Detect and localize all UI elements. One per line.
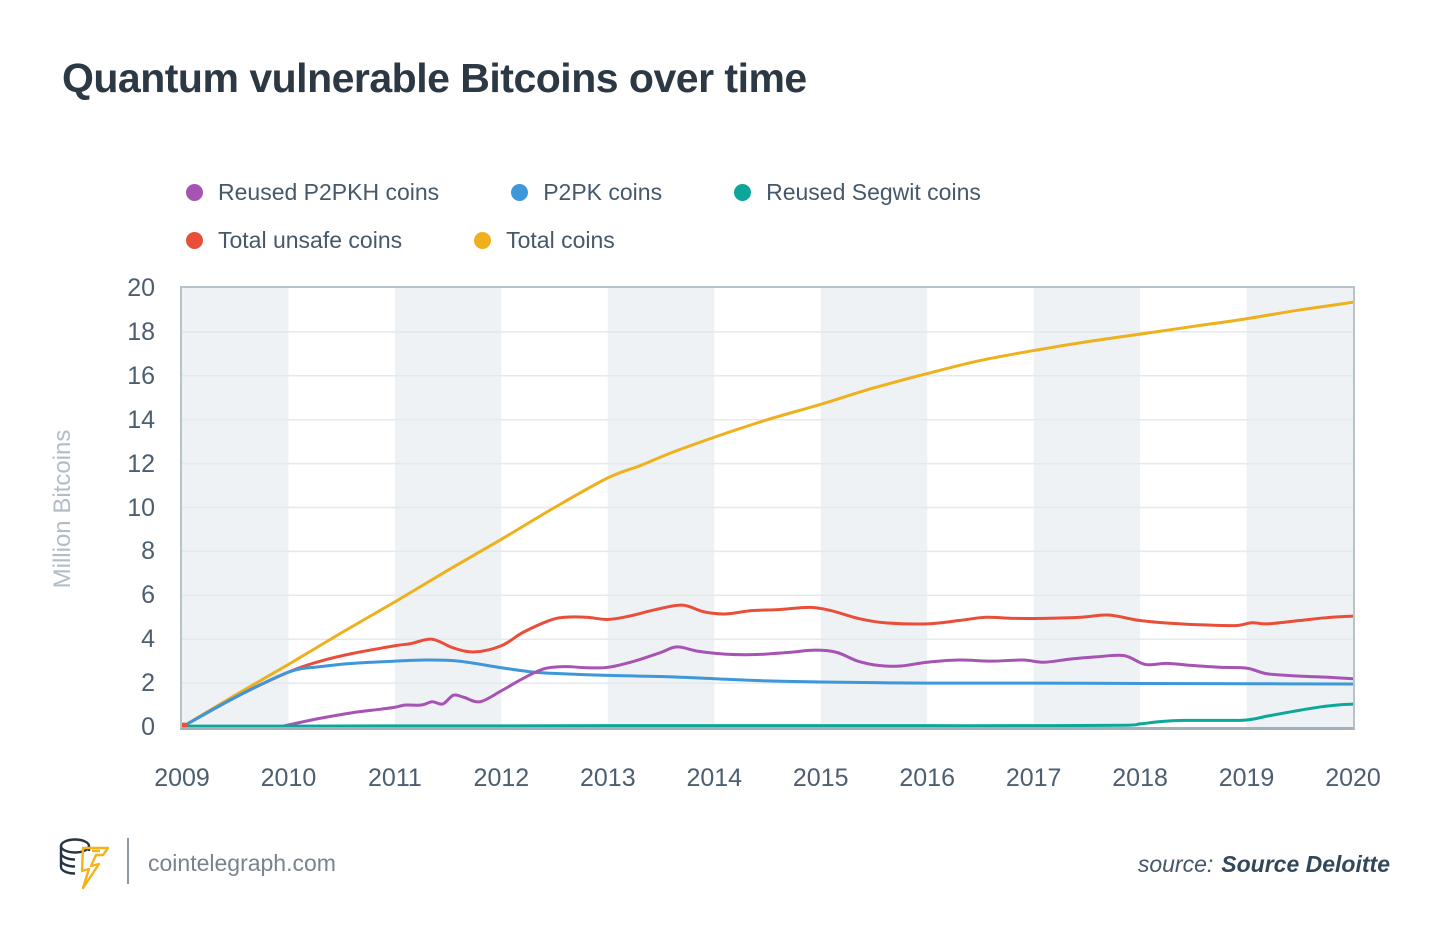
chart-title: Quantum vulnerable Bitcoins over time bbox=[62, 55, 807, 101]
lightning-bolt-icon bbox=[80, 846, 110, 890]
legend-row-1: Reused P2PKH coins P2PK coins Reused Seg… bbox=[186, 179, 981, 206]
source-label: source: bbox=[1137, 851, 1214, 877]
legend-item-label: P2PK coins bbox=[543, 179, 663, 205]
origin-marker bbox=[182, 722, 188, 727]
legend-dot-icon bbox=[186, 232, 203, 249]
x-tick-label: 2009 bbox=[154, 764, 210, 792]
footer-site-text: cointelegraph.com bbox=[148, 850, 336, 876]
x-tick-label: 2015 bbox=[792, 764, 849, 792]
series-line-reused-p2pkh-coins bbox=[279, 645, 1353, 727]
legend-item-reused-segwit-coins: Reused Segwit coins bbox=[734, 179, 981, 206]
y-tick-label: 16 bbox=[127, 361, 155, 390]
legend-item-label: Reused Segwit coins bbox=[766, 179, 981, 205]
y-tick-label: 18 bbox=[127, 317, 155, 346]
series-line-p2pk-coins bbox=[182, 658, 1353, 727]
x-tick-label: 2012 bbox=[473, 764, 530, 792]
x-tick-label: 2017 bbox=[1005, 764, 1062, 792]
x-tick-label: 2014 bbox=[686, 764, 743, 792]
source-value: Source Deloitte bbox=[1221, 851, 1390, 877]
x-tick-label: 2013 bbox=[580, 764, 636, 792]
cointelegraph-logo-icon bbox=[59, 838, 110, 890]
y-tick-label: 20 bbox=[127, 274, 155, 302]
legend-item-label: Total coins bbox=[506, 227, 615, 253]
legend-dot-icon bbox=[511, 184, 529, 201]
footer-source: source: Source Deloitte bbox=[1138, 851, 1390, 878]
chart-plot-area bbox=[180, 286, 1355, 730]
x-tick-label: 2020 bbox=[1325, 764, 1381, 792]
legend-item-label: Reused P2PKH coins bbox=[218, 179, 440, 205]
y-tick-label: 4 bbox=[141, 625, 155, 654]
series-line-total-coins bbox=[182, 300, 1353, 727]
x-tick-label: 2011 bbox=[368, 764, 422, 792]
x-tick-label: 2019 bbox=[1218, 764, 1275, 792]
legend-dot-icon bbox=[186, 184, 203, 201]
legend-item-total-unsafe-coins: Total unsafe coins bbox=[186, 227, 402, 254]
chart-svg bbox=[182, 288, 1353, 727]
x-tick-label: 2018 bbox=[1112, 764, 1168, 792]
legend-dot-icon bbox=[734, 184, 752, 201]
footer: cointelegraph.com source: Source Deloitte bbox=[0, 828, 1450, 908]
y-tick-label: 0 bbox=[141, 713, 155, 741]
legend-item-reused-p2pkh-coins: Reused P2PKH coins bbox=[186, 179, 439, 206]
y-tick-label: 6 bbox=[141, 581, 155, 610]
y-tick-label: 8 bbox=[141, 537, 155, 566]
chart-legend: Reused P2PKH coins P2PK coins Reused Seg… bbox=[186, 179, 981, 275]
legend-item-total-coins: Total coins bbox=[474, 227, 615, 254]
y-tick-label: 2 bbox=[141, 669, 155, 698]
y-tick-label: 10 bbox=[127, 493, 155, 522]
legend-dot-icon bbox=[474, 232, 492, 249]
x-tick-label: 2010 bbox=[260, 764, 317, 792]
y-tick-label: 14 bbox=[127, 405, 155, 434]
legend-row-2: Total unsafe coins Total coins bbox=[186, 227, 981, 254]
legend-item-label: Total unsafe coins bbox=[218, 227, 403, 253]
y-tick-label: 12 bbox=[127, 449, 155, 478]
x-tick-label: 2016 bbox=[899, 764, 955, 792]
series-line-reused-segwit-coins bbox=[182, 702, 1353, 727]
footer-divider bbox=[127, 838, 129, 884]
series-line-total-unsafe-coins bbox=[182, 603, 1353, 727]
legend-item-p2pk-coins: P2PK coins bbox=[511, 179, 662, 206]
